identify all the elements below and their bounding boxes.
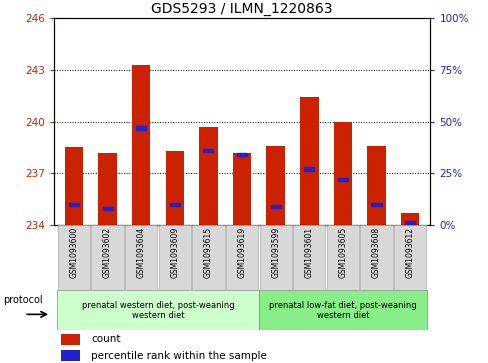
- Bar: [366, 146, 385, 225]
- Bar: [61, 350, 80, 362]
- Bar: [125, 225, 157, 290]
- Bar: [393, 225, 426, 290]
- Text: GSM1093599: GSM1093599: [271, 227, 280, 278]
- Text: GSM1093609: GSM1093609: [170, 227, 179, 278]
- Bar: [326, 225, 358, 290]
- Bar: [333, 122, 351, 225]
- Bar: [199, 127, 217, 225]
- Bar: [136, 126, 146, 130]
- Bar: [259, 225, 291, 290]
- Text: GSM1093608: GSM1093608: [371, 227, 380, 278]
- Bar: [132, 65, 150, 225]
- Bar: [169, 203, 180, 206]
- Text: GSM1093601: GSM1093601: [304, 227, 313, 278]
- Text: prenatal western diet, post-weaning
western diet: prenatal western diet, post-weaning west…: [81, 301, 234, 320]
- Bar: [69, 203, 79, 206]
- Bar: [237, 153, 246, 156]
- Bar: [270, 205, 280, 208]
- Bar: [64, 147, 83, 225]
- Bar: [58, 225, 90, 290]
- Text: count: count: [91, 334, 121, 344]
- Bar: [192, 225, 224, 290]
- Text: prenatal low-fat diet, post-weaning
western diet: prenatal low-fat diet, post-weaning west…: [268, 301, 416, 320]
- Text: GSM1093619: GSM1093619: [237, 227, 246, 278]
- Bar: [91, 225, 123, 290]
- Text: percentile rank within the sample: percentile rank within the sample: [91, 351, 267, 361]
- Bar: [337, 178, 347, 181]
- Bar: [225, 225, 258, 290]
- Text: GSM1093600: GSM1093600: [69, 227, 78, 278]
- Bar: [292, 225, 325, 290]
- Bar: [98, 153, 117, 225]
- Bar: [158, 225, 190, 290]
- Bar: [266, 146, 285, 225]
- Bar: [360, 225, 392, 290]
- Bar: [404, 221, 414, 225]
- Text: protocol: protocol: [3, 295, 42, 305]
- Text: GSM1093602: GSM1093602: [103, 227, 112, 278]
- Bar: [300, 98, 318, 225]
- Bar: [57, 290, 258, 330]
- Text: GSM1093615: GSM1093615: [203, 227, 212, 278]
- Bar: [258, 290, 426, 330]
- Text: GSM1093612: GSM1093612: [405, 227, 414, 278]
- Bar: [400, 213, 419, 225]
- Text: GSM1093605: GSM1093605: [338, 227, 346, 278]
- Text: GSM1093604: GSM1093604: [137, 227, 145, 278]
- Bar: [61, 334, 80, 345]
- Bar: [371, 203, 381, 206]
- Bar: [232, 153, 251, 225]
- Bar: [102, 207, 112, 210]
- Bar: [165, 151, 183, 225]
- Bar: [203, 149, 213, 152]
- Title: GDS5293 / ILMN_1220863: GDS5293 / ILMN_1220863: [151, 2, 332, 16]
- Bar: [304, 167, 314, 171]
